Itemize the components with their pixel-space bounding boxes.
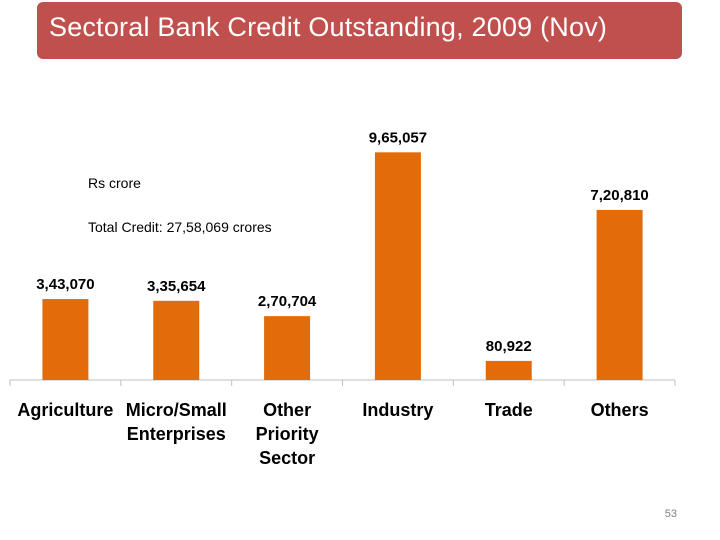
category-label: Industry: [362, 400, 433, 420]
bar: [374, 152, 421, 380]
data-label: 9,65,057: [369, 129, 427, 146]
bar: [596, 209, 643, 380]
category-label: Micro/Small: [126, 400, 227, 420]
slide-title: Sectoral Bank Credit Outstanding, 2009 (…: [49, 12, 608, 42]
category-label: Sector: [259, 448, 315, 468]
unit-note: Rs crore: [88, 175, 141, 191]
total-credit-note: Total Credit: 27,58,069 crores: [88, 219, 272, 235]
page-number: 53: [664, 508, 677, 520]
bar: [264, 316, 311, 380]
category-label: Priority: [256, 424, 319, 444]
data-label: 3,35,654: [147, 278, 206, 295]
bar: [42, 299, 89, 380]
bar: [153, 300, 200, 380]
data-label: 80,922: [486, 338, 532, 355]
category-label: Enterprises: [127, 424, 226, 444]
data-label: 3,43,070: [36, 276, 94, 293]
data-label: 2,70,704: [258, 293, 317, 310]
title-banner: Sectoral Bank Credit Outstanding, 2009 (…: [37, 2, 682, 59]
bar: [485, 360, 532, 380]
category-label: Other: [263, 400, 311, 420]
data-label: 7,20,810: [590, 187, 648, 204]
category-label: Agriculture: [17, 400, 113, 420]
category-label: Trade: [485, 400, 533, 420]
category-label: Others: [591, 400, 649, 420]
